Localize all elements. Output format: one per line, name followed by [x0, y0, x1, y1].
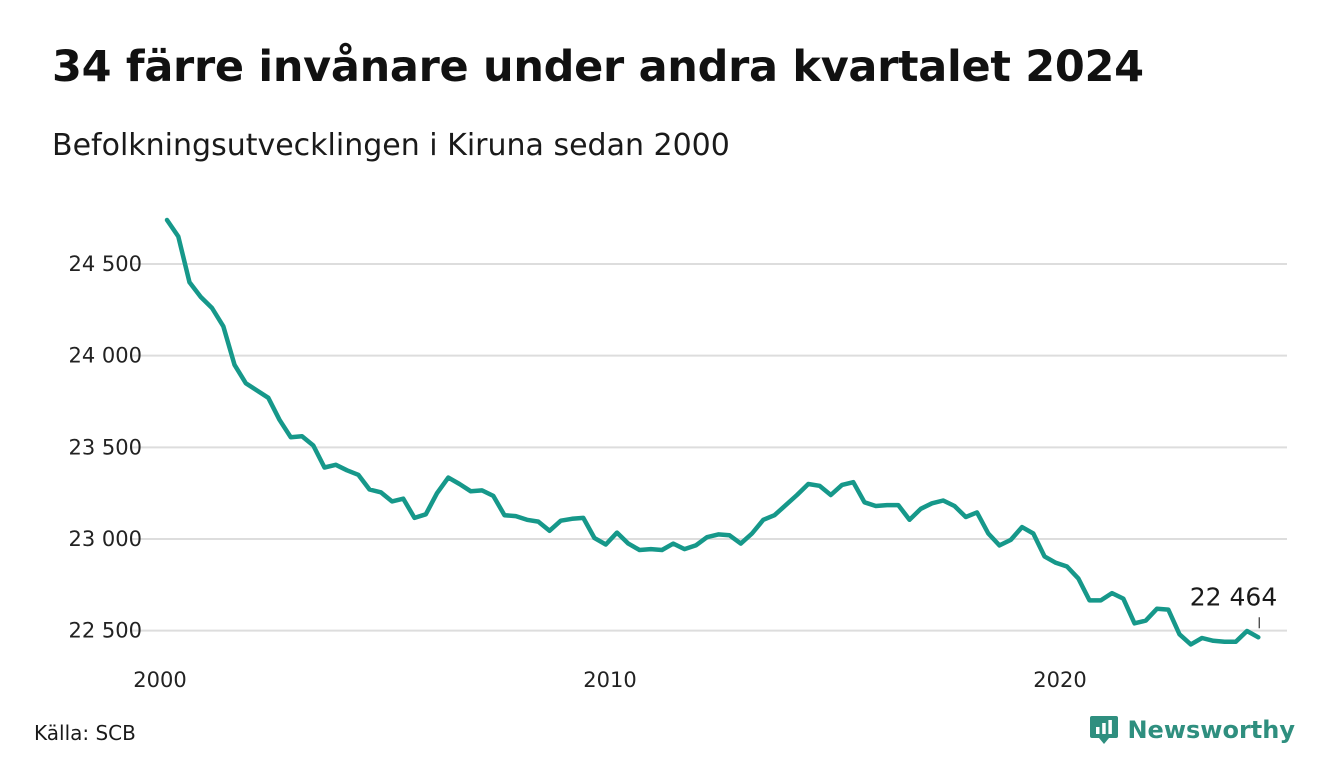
chart-title: 34 färre invånare under andra kvartalet …: [52, 42, 1144, 92]
y-tick-label: 24 000: [69, 344, 142, 368]
end-value-label: 22 464: [1190, 582, 1277, 611]
x-axis-ticks: 2000 2010 2020: [133, 668, 1086, 692]
end-annotation: 22 464: [1190, 582, 1277, 629]
brand-name: Newsworthy: [1127, 716, 1295, 744]
source-note: Källa: SCB: [34, 721, 136, 745]
brand-logo[interactable]: Newsworthy: [1089, 714, 1295, 746]
series-layer: [164, 217, 1261, 647]
y-axis-ticks: 22 500 23 000 23 500 24 000 24 500: [69, 252, 142, 643]
gridlines: [130, 263, 1287, 632]
y-tick-label: 24 500: [69, 252, 142, 276]
x-tick-label: 2020: [1033, 668, 1086, 692]
bar-chart-speech-bubble-icon: [1090, 716, 1119, 744]
chart-subtitle: Befolkningsutvecklingen i Kiruna sedan 2…: [52, 128, 730, 163]
x-tick-label: 2010: [583, 668, 636, 692]
x-tick-label: 2000: [133, 668, 186, 692]
y-tick-label: 23 000: [69, 527, 142, 551]
y-tick-label: 22 500: [69, 619, 142, 643]
y-tick-label: 23 500: [69, 435, 142, 459]
population-series-line: [164, 217, 1261, 647]
